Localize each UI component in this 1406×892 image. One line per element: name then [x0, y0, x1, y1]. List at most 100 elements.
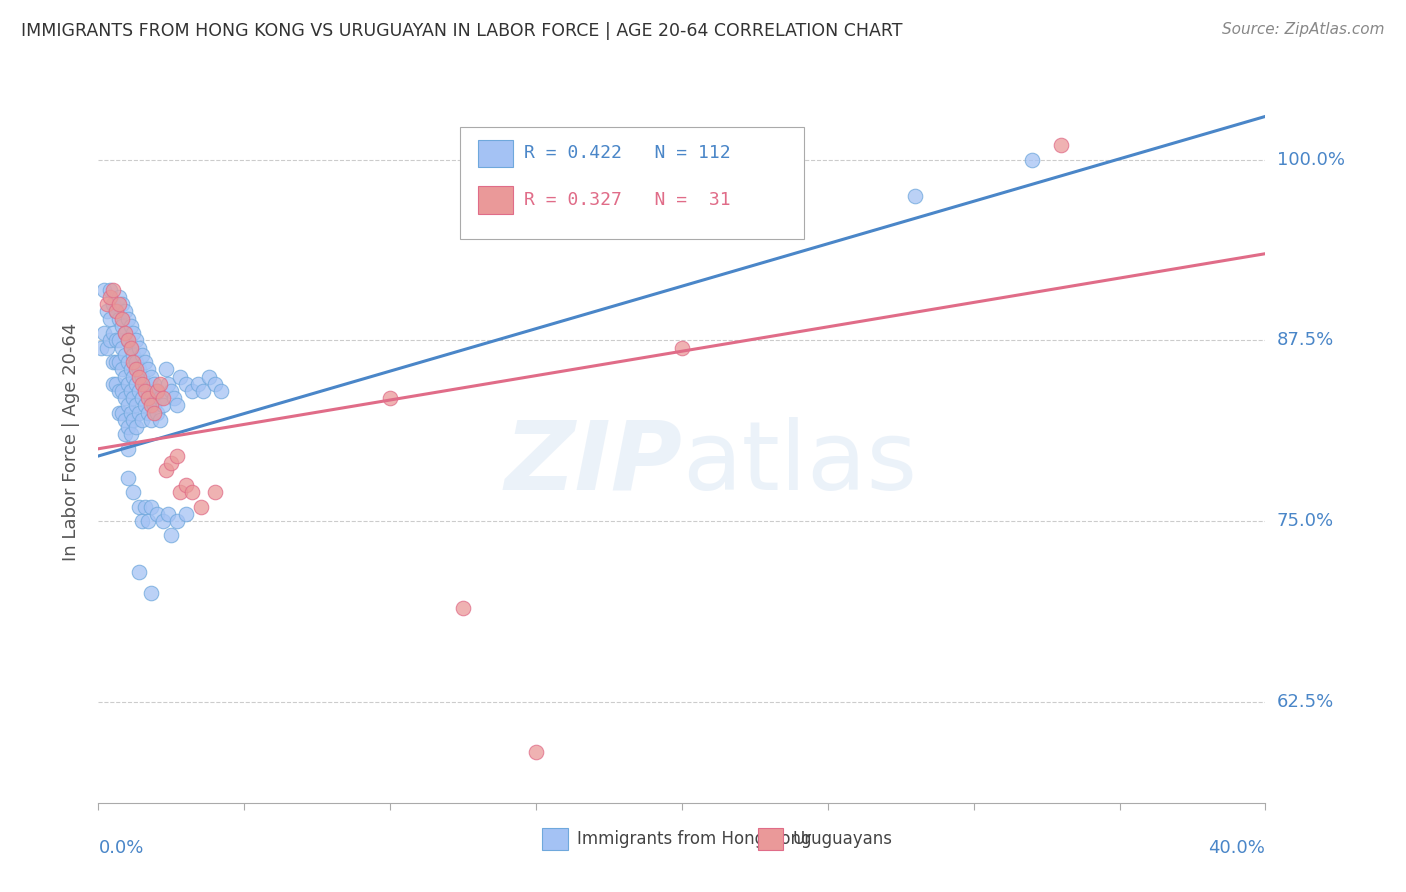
Point	[114, 304, 136, 318]
Text: ZIP: ZIP	[503, 417, 682, 509]
Point	[114, 326, 136, 341]
Point	[136, 362, 159, 376]
Point	[114, 427, 136, 442]
Text: IMMIGRANTS FROM HONG KONG VS URUGUAYAN IN LABOR FORCE | AGE 20-64 CORRELATION CH: IMMIGRANTS FROM HONG KONG VS URUGUAYAN I…	[21, 22, 903, 40]
Point	[122, 355, 145, 369]
Point	[96, 341, 118, 355]
Point	[125, 355, 148, 369]
Text: R = 0.327   N =  31: R = 0.327 N = 31	[524, 191, 731, 210]
Point	[93, 326, 115, 341]
Point	[139, 399, 162, 413]
Point	[125, 334, 148, 348]
Point	[134, 500, 156, 514]
Point	[160, 528, 183, 542]
Point	[169, 485, 191, 500]
Point	[111, 406, 134, 420]
Point	[134, 384, 156, 398]
Point	[128, 500, 150, 514]
Point	[117, 311, 139, 326]
Point	[204, 376, 226, 391]
Point	[131, 348, 153, 362]
Point	[174, 478, 197, 492]
Point	[128, 341, 150, 355]
Point	[157, 507, 180, 521]
Point	[146, 384, 169, 398]
Point	[108, 406, 131, 420]
Point	[101, 376, 124, 391]
Point	[125, 376, 148, 391]
Point	[131, 514, 153, 528]
Point	[114, 369, 136, 384]
Point	[139, 391, 162, 405]
Point	[98, 283, 121, 297]
Point	[114, 391, 136, 405]
Point	[117, 376, 139, 391]
Point	[166, 449, 188, 463]
Point	[101, 283, 124, 297]
Point	[671, 341, 693, 355]
Point	[152, 391, 174, 405]
Point	[180, 485, 202, 500]
Point	[117, 420, 139, 434]
Point	[111, 311, 134, 326]
Point	[131, 376, 153, 391]
Point	[96, 304, 118, 318]
Point	[187, 376, 209, 391]
Point	[204, 485, 226, 500]
Point	[104, 334, 127, 348]
Point	[122, 391, 145, 405]
Point	[128, 565, 150, 579]
Text: 87.5%: 87.5%	[1277, 332, 1334, 350]
Point	[193, 384, 215, 398]
Point	[128, 406, 150, 420]
FancyBboxPatch shape	[478, 186, 513, 214]
Point	[125, 362, 148, 376]
Point	[98, 334, 121, 348]
Point	[98, 290, 121, 304]
Point	[120, 427, 142, 442]
Point	[380, 391, 402, 405]
Point	[136, 406, 159, 420]
Point	[117, 334, 139, 348]
Point	[142, 399, 165, 413]
Text: atlas: atlas	[682, 417, 917, 509]
Point	[111, 362, 134, 376]
Point	[120, 384, 142, 398]
Point	[163, 391, 186, 405]
Point	[125, 399, 148, 413]
Point	[139, 369, 162, 384]
Point	[101, 297, 124, 311]
Point	[134, 399, 156, 413]
Point	[90, 341, 112, 355]
Point	[155, 362, 177, 376]
Point	[93, 283, 115, 297]
Text: 40.0%: 40.0%	[1209, 838, 1265, 857]
Point	[117, 355, 139, 369]
FancyBboxPatch shape	[478, 139, 513, 167]
Point	[152, 399, 174, 413]
Point	[142, 406, 165, 420]
Point	[142, 376, 165, 391]
Point	[131, 413, 153, 427]
Point	[134, 355, 156, 369]
Text: 100.0%: 100.0%	[1277, 151, 1344, 169]
Point	[104, 304, 127, 318]
Point	[111, 341, 134, 355]
Point	[120, 406, 142, 420]
Point	[169, 369, 191, 384]
Text: Uruguayans: Uruguayans	[793, 830, 893, 848]
FancyBboxPatch shape	[758, 828, 783, 850]
FancyBboxPatch shape	[541, 828, 568, 850]
Point	[166, 514, 188, 528]
Point	[114, 348, 136, 362]
Point	[180, 384, 202, 398]
Point	[146, 384, 169, 398]
Point	[108, 311, 131, 326]
Point	[904, 189, 927, 203]
Point	[146, 507, 169, 521]
Point	[136, 391, 159, 405]
Point	[160, 384, 183, 398]
Point	[1050, 138, 1073, 153]
Point	[111, 384, 134, 398]
Point	[117, 399, 139, 413]
